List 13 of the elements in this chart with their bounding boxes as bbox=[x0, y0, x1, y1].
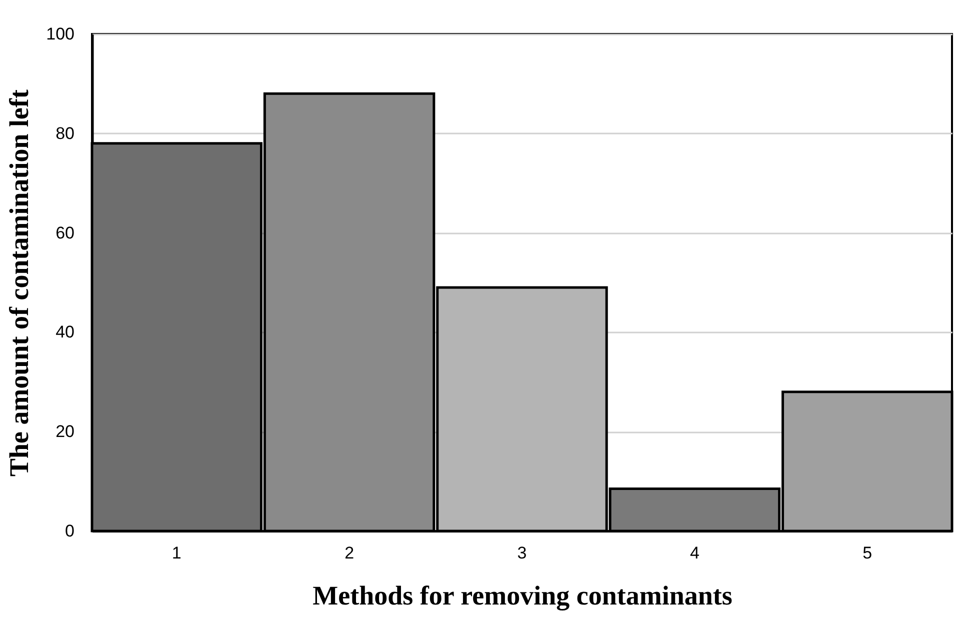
x-axis-title: Methods for removing contaminants bbox=[312, 580, 732, 610]
y-tick-label: 40 bbox=[56, 322, 74, 342]
y-tick-label: 100 bbox=[46, 24, 74, 44]
x-tick-label: 4 bbox=[690, 544, 700, 562]
x-tick-label: 2 bbox=[344, 544, 354, 562]
x-tick-label: 3 bbox=[517, 544, 527, 562]
y-axis-title: The amount of contamination left bbox=[4, 90, 34, 476]
y-tick-label: 0 bbox=[65, 522, 74, 540]
x-tick-label: 5 bbox=[862, 544, 872, 562]
x-tick-label: 1 bbox=[172, 544, 182, 562]
y-tick-label: 20 bbox=[56, 422, 74, 442]
y-tick-label: 80 bbox=[56, 124, 74, 143]
y-tick-label: 60 bbox=[56, 223, 74, 242]
